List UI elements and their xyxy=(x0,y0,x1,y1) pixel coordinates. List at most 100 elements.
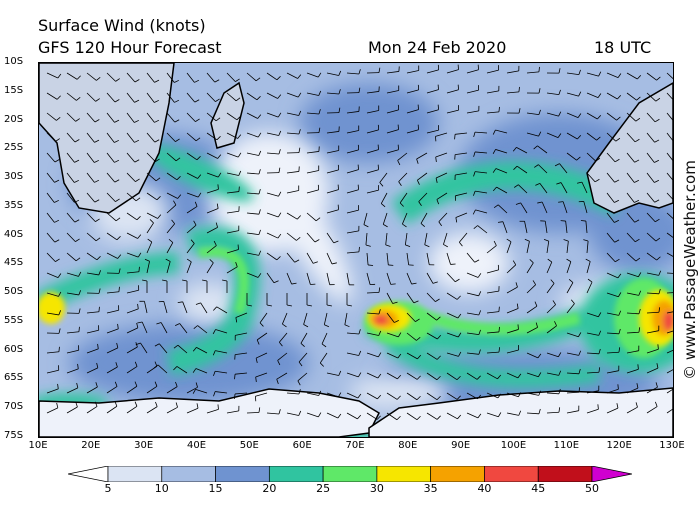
wind-barb-feather xyxy=(115,362,118,368)
wind-barb-feather xyxy=(576,156,581,161)
colorbar-tick-label: 5 xyxy=(104,482,112,495)
wind-barb-feather xyxy=(614,158,620,163)
wind-barb-feather xyxy=(74,219,80,223)
wind-barb-feather xyxy=(498,106,500,112)
wind-barb xyxy=(646,192,655,203)
wind-barb xyxy=(466,252,475,263)
map-title: Surface Wind (knots) xyxy=(38,16,206,35)
wind-barb xyxy=(537,145,548,154)
wind-barb-feather xyxy=(634,238,640,243)
wind-barb-feather xyxy=(578,69,581,75)
wind-barb xyxy=(666,132,673,142)
colorbar-segment xyxy=(161,466,216,482)
wind-barb-feather xyxy=(55,138,60,142)
wind-barb-feather xyxy=(396,415,401,421)
wind-barb xyxy=(46,152,56,163)
wind-barb xyxy=(466,372,478,380)
wind-barb xyxy=(406,129,419,134)
wind-barb xyxy=(186,386,198,394)
wind-barb-feather xyxy=(174,99,180,103)
wind-barb-feather xyxy=(182,279,188,282)
wind-barb xyxy=(585,221,588,234)
wind-barb-feather xyxy=(175,381,178,387)
wind-barb xyxy=(435,172,448,179)
wind-barb xyxy=(646,152,655,163)
wind-barb xyxy=(420,212,428,224)
wind-barb-feather xyxy=(135,342,141,346)
wind-barb-feather xyxy=(598,330,602,336)
wind-barb-feather xyxy=(76,96,81,101)
wind-barb-feather xyxy=(493,240,497,246)
wind-barb-feather xyxy=(217,172,222,178)
wind-barb-feather xyxy=(278,409,281,415)
wind-barb xyxy=(66,152,75,163)
wind-barb-feather xyxy=(399,202,404,207)
wind-barb-feather xyxy=(392,301,398,304)
wind-barb xyxy=(126,132,135,143)
wind-barb-feather xyxy=(614,239,620,243)
wind-barb-feather xyxy=(156,322,162,325)
wind-barb-feather xyxy=(397,374,402,380)
landmasses xyxy=(39,63,673,437)
copyright-notice: © www.PassageWeather.com xyxy=(681,160,699,380)
wind-barb xyxy=(466,412,479,419)
wind-barb xyxy=(666,272,673,274)
wind-barb xyxy=(366,332,379,336)
wind-barb-feather xyxy=(95,382,98,388)
wind-barb-feather xyxy=(235,78,240,82)
colorbar-tick-label: 20 xyxy=(262,482,277,495)
wind-barb-feather xyxy=(94,179,100,183)
wind-barb xyxy=(86,367,99,374)
wind-barb xyxy=(399,192,408,204)
wind-barb-feather xyxy=(477,413,482,419)
wind-barb-feather xyxy=(413,300,419,304)
wind-barb-feather xyxy=(78,271,82,277)
wind-barb-feather xyxy=(57,383,59,389)
wind-barb-feather xyxy=(97,343,99,349)
colorbar-segment xyxy=(322,466,378,482)
wind-barb-feather xyxy=(154,99,160,103)
wind-barb xyxy=(66,368,79,374)
wind-barb-feather xyxy=(298,389,301,395)
wind-barb xyxy=(160,322,168,334)
wind-barb xyxy=(144,301,148,314)
wind-barb xyxy=(146,192,158,201)
wind-barb xyxy=(46,172,55,183)
wind-barb xyxy=(406,332,417,341)
wind-barb-feather xyxy=(277,94,282,99)
wind-barb-feather xyxy=(96,76,101,81)
wind-barb xyxy=(286,252,295,263)
wind-barb xyxy=(566,410,579,414)
wind-barb-feather xyxy=(75,402,78,408)
wind-barb-feather xyxy=(498,347,501,353)
wind-barb xyxy=(646,132,655,143)
wind-barb xyxy=(366,312,379,315)
wind-barb-feather xyxy=(436,375,441,381)
wind-barb xyxy=(346,72,359,75)
wind-barb xyxy=(546,325,557,334)
wind-barb xyxy=(266,412,279,415)
wind-barb xyxy=(126,308,139,314)
wind-barb-feather xyxy=(212,350,216,356)
wind-barb xyxy=(486,311,499,314)
wind-barb xyxy=(235,312,248,318)
wind-barb xyxy=(486,392,499,399)
wind-barb xyxy=(466,272,479,278)
wind-barb-feather xyxy=(617,73,622,78)
latitude-label: 25S xyxy=(4,142,24,154)
wind-barb xyxy=(106,132,115,143)
wind-barb-feather xyxy=(137,321,143,324)
wind-barb xyxy=(386,392,398,400)
wind-barb-feather xyxy=(154,139,160,143)
wind-barb-feather xyxy=(438,221,442,227)
wind-barb-feather xyxy=(147,238,153,243)
wind-barb-feather xyxy=(456,375,461,381)
wind-barb xyxy=(382,212,388,225)
wind-barb-feather xyxy=(154,79,160,83)
wind-barb xyxy=(546,304,556,314)
wind-barb-feather xyxy=(512,260,517,266)
wind-barb xyxy=(326,412,339,419)
wind-barb-feather xyxy=(338,89,341,95)
wind-barb-feather xyxy=(385,244,391,247)
wind-barb xyxy=(66,92,77,101)
